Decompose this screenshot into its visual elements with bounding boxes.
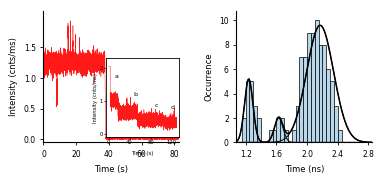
Y-axis label: Intensity (cnts/ms): Intensity (cnts/ms) bbox=[9, 37, 18, 116]
Bar bbox=[253, 106, 257, 142]
Bar bbox=[315, 20, 319, 142]
Bar bbox=[284, 130, 288, 142]
X-axis label: Time (ns): Time (ns) bbox=[285, 165, 324, 174]
Bar bbox=[269, 130, 273, 142]
Bar bbox=[276, 118, 280, 142]
Bar bbox=[292, 130, 296, 142]
Bar bbox=[319, 45, 322, 142]
Bar bbox=[330, 81, 334, 142]
Bar bbox=[311, 33, 315, 142]
Bar bbox=[322, 45, 326, 142]
Bar bbox=[334, 106, 338, 142]
Bar bbox=[326, 69, 330, 142]
Bar bbox=[280, 118, 284, 142]
Bar bbox=[249, 81, 253, 142]
Bar bbox=[246, 81, 249, 142]
Bar bbox=[273, 130, 276, 142]
Bar bbox=[338, 130, 342, 142]
Bar bbox=[299, 57, 303, 142]
Bar bbox=[303, 57, 307, 142]
Bar bbox=[296, 106, 299, 142]
Bar bbox=[242, 118, 246, 142]
X-axis label: Time (s): Time (s) bbox=[94, 165, 129, 174]
Y-axis label: Occurrence: Occurrence bbox=[204, 52, 214, 101]
Bar bbox=[307, 33, 311, 142]
Bar bbox=[257, 118, 261, 142]
